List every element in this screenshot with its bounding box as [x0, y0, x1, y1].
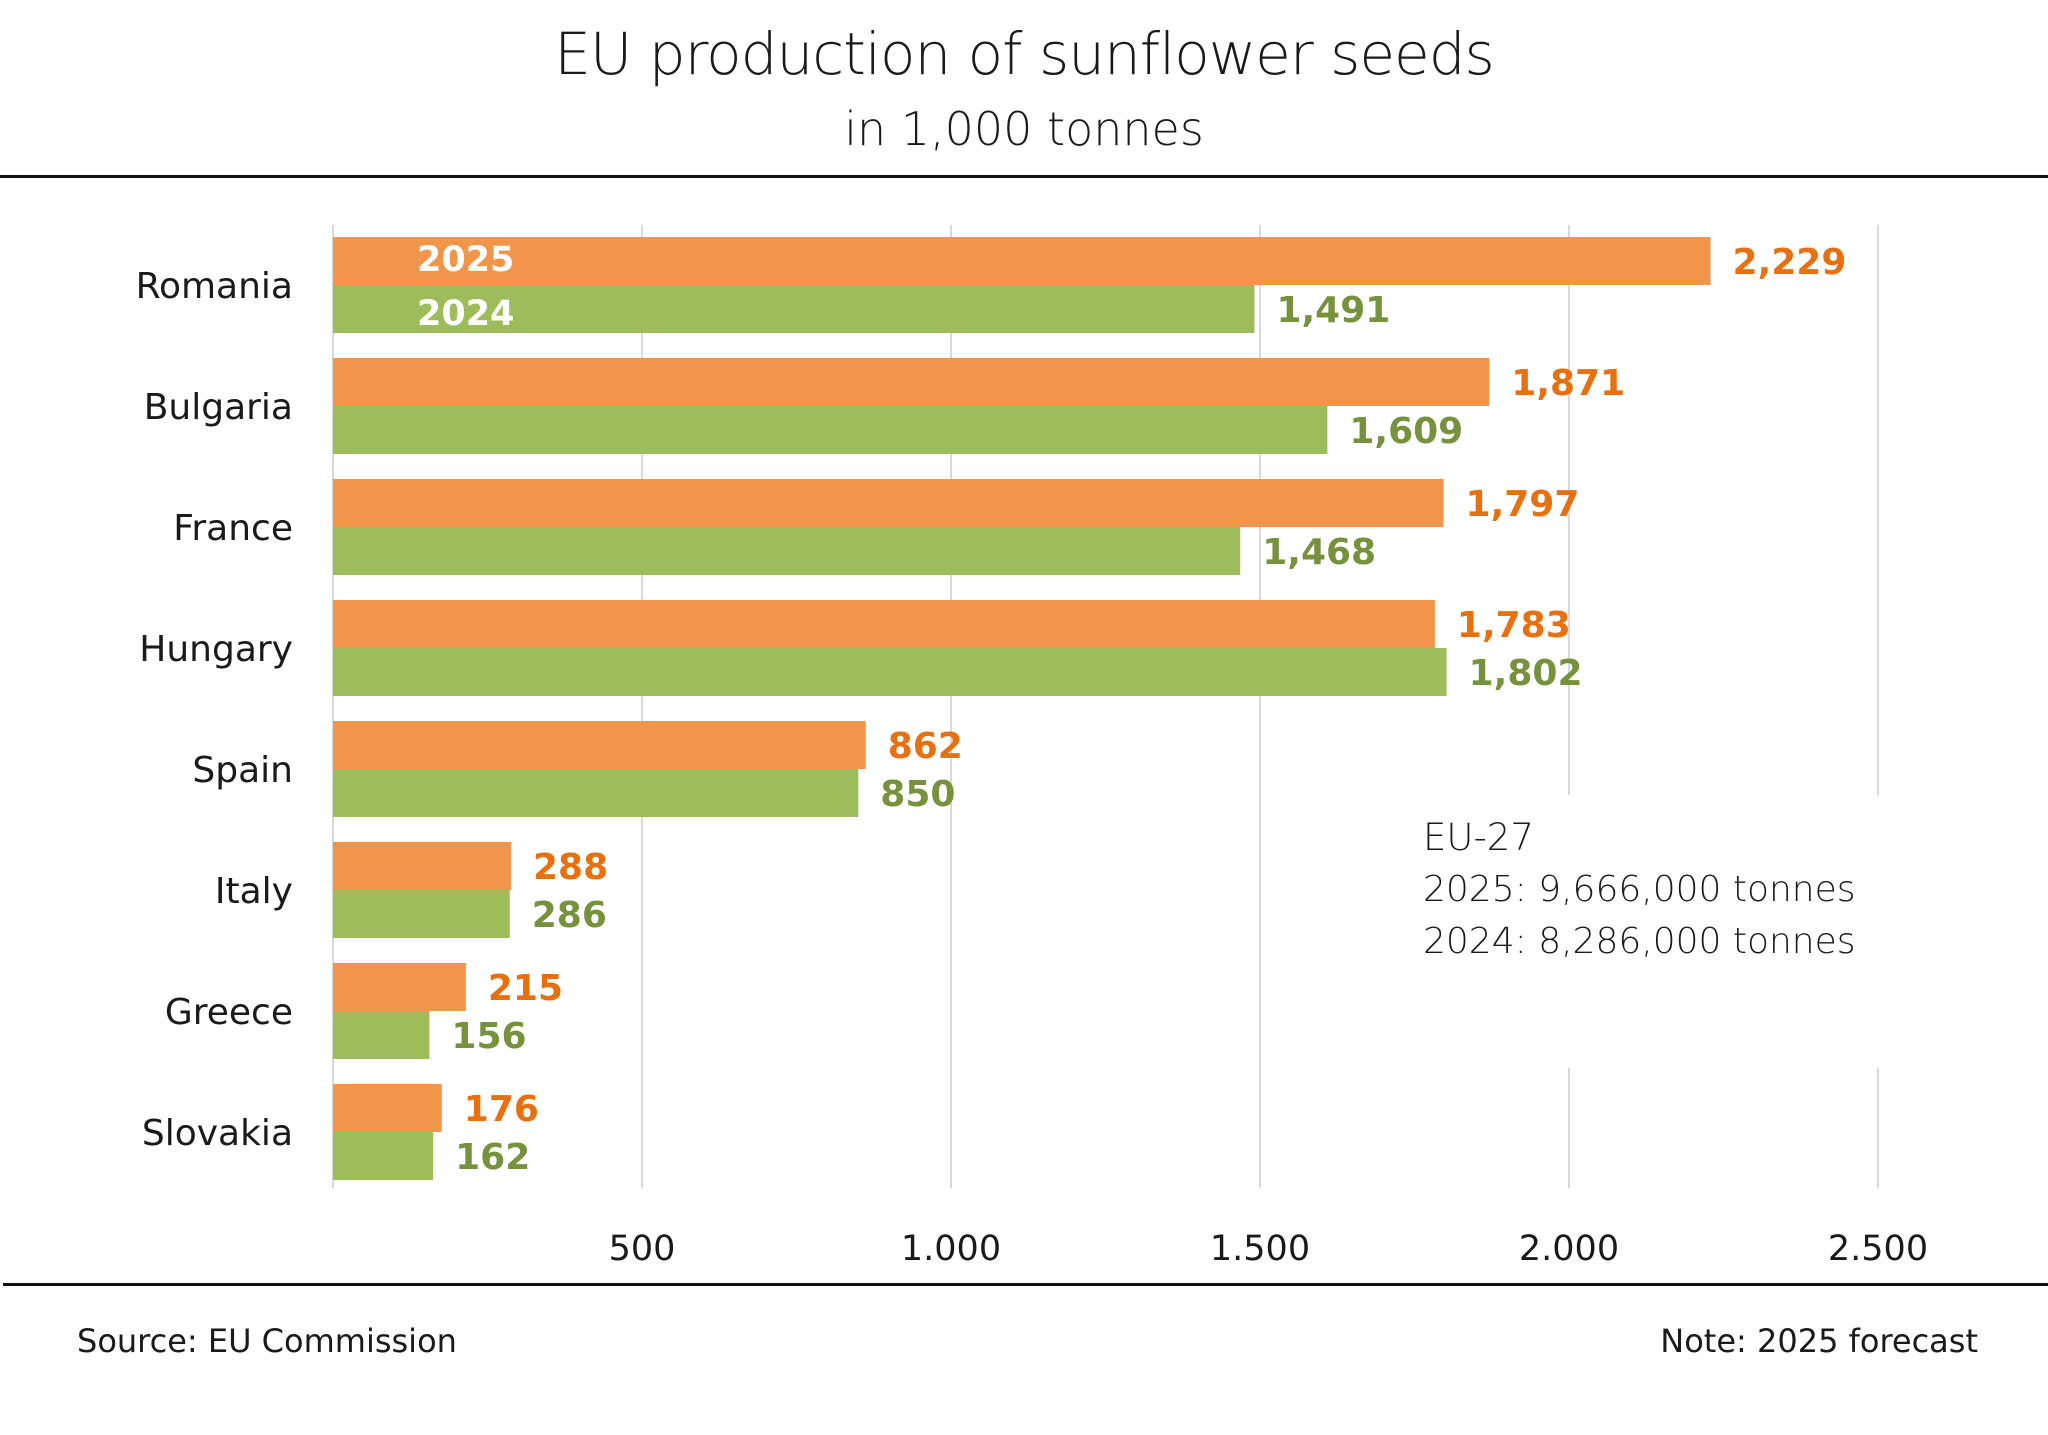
- bar-2024: [333, 648, 1447, 696]
- source-note: Source: EU Commission: [77, 1322, 457, 1360]
- top-divider: [0, 175, 2048, 178]
- bar-2025: [333, 600, 1435, 648]
- bar-2025: [333, 1084, 442, 1132]
- bars: [333, 237, 1711, 1180]
- bar-2024: [333, 1132, 434, 1180]
- forecast-note: Note: 2025 forecast: [1660, 1322, 1978, 1360]
- eu-total-annotation: EU-27 2025: 9,666,000 tonnes 2024: 8,286…: [1423, 812, 1856, 968]
- category-label: Greece: [165, 992, 293, 1033]
- value-label: 286: [532, 895, 607, 936]
- value-label: 162: [455, 1137, 530, 1178]
- category-label: Italy: [215, 871, 293, 912]
- bar-2025: [333, 479, 1444, 527]
- value-label: 1,491: [1276, 290, 1390, 331]
- bar-2024: [333, 769, 859, 817]
- eu-total-2024: 2024: 8,286,000 tonnes: [1423, 921, 1856, 962]
- category-label: Bulgaria: [144, 387, 293, 428]
- category-label: Slovakia: [142, 1113, 293, 1154]
- bar-2025: [333, 842, 511, 890]
- x-tick-label: 2.500: [1828, 1229, 1928, 1269]
- labels: 500 1.000 1.500 2.000 2.500 Romania 2,229 2025 1…: [136, 240, 1929, 1269]
- value-label: 1,797: [1466, 484, 1580, 525]
- bar-2024: [333, 527, 1241, 575]
- value-label: 850: [880, 774, 955, 815]
- value-label: 215: [488, 968, 563, 1009]
- bar-2024: [333, 406, 1328, 454]
- bar-2025: [333, 721, 866, 769]
- category-label: Spain: [192, 750, 293, 791]
- bar-2024: [333, 890, 510, 938]
- bar-2025: [333, 963, 466, 1011]
- value-label: 1,871: [1511, 363, 1625, 404]
- x-tick-label: 1.500: [1210, 1229, 1310, 1269]
- value-label: 288: [533, 847, 608, 888]
- x-tick-label: 500: [609, 1229, 676, 1269]
- value-label: 176: [464, 1089, 539, 1130]
- category-label: France: [173, 508, 293, 549]
- value-label: 862: [888, 726, 963, 767]
- value-label: 156: [451, 1016, 526, 1057]
- category-label: Romania: [136, 266, 293, 307]
- bar-2024: [333, 1011, 430, 1059]
- legend-label-2024: 2024: [417, 294, 514, 334]
- bar-2024: [333, 285, 1255, 333]
- bar-2025: [333, 237, 1711, 285]
- legend-label-2025: 2025: [417, 240, 514, 280]
- x-tick-label: 2.000: [1519, 1229, 1619, 1269]
- value-label: 2,229: [1733, 242, 1847, 283]
- eu-total-2025: 2025: 9,666,000 tonnes: [1423, 869, 1856, 910]
- chart-title: EU production of sunflower seeds: [554, 20, 1495, 88]
- bottom-divider: [3, 1283, 2048, 1286]
- x-tick-label: 1.000: [901, 1229, 1001, 1269]
- value-label: 1,802: [1469, 653, 1583, 694]
- bar-2025: [333, 358, 1490, 406]
- value-label: 1,609: [1349, 411, 1463, 452]
- value-label: 1,468: [1262, 532, 1376, 573]
- chart-subtitle: in 1,000 tonnes: [844, 102, 1204, 156]
- eu-total-title: EU-27: [1423, 816, 1534, 859]
- category-label: Hungary: [139, 629, 293, 670]
- value-label: 1,783: [1457, 605, 1571, 646]
